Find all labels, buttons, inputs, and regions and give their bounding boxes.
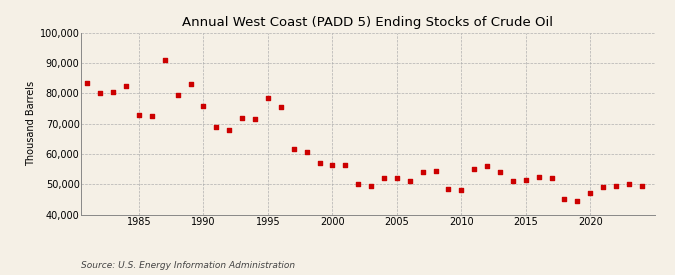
Point <box>146 114 157 118</box>
Point <box>533 175 544 179</box>
Point <box>404 179 415 183</box>
Point <box>443 187 454 191</box>
Point <box>469 167 480 171</box>
Point <box>185 82 196 87</box>
Point <box>134 112 144 117</box>
Point <box>263 96 273 100</box>
Text: Source: U.S. Energy Information Administration: Source: U.S. Energy Information Administ… <box>81 260 295 270</box>
Point <box>198 103 209 108</box>
Point <box>482 164 493 168</box>
Point <box>82 81 93 85</box>
Point <box>237 116 248 120</box>
Point <box>456 188 466 192</box>
Point <box>637 184 647 188</box>
Point <box>340 162 351 167</box>
Point <box>546 176 557 180</box>
Point <box>211 125 222 129</box>
Point <box>611 184 622 188</box>
Point <box>572 199 583 203</box>
Point <box>392 176 402 180</box>
Point <box>121 84 132 88</box>
Point <box>495 170 506 174</box>
Point <box>172 93 183 97</box>
Y-axis label: Thousand Barrels: Thousand Barrels <box>26 81 36 166</box>
Point <box>379 176 389 180</box>
Point <box>159 58 170 62</box>
Point <box>353 182 364 186</box>
Point <box>224 128 235 132</box>
Point <box>598 185 609 189</box>
Point <box>275 105 286 109</box>
Point <box>301 150 312 155</box>
Point <box>250 117 261 122</box>
Point <box>430 168 441 173</box>
Point <box>559 197 570 202</box>
Point <box>624 182 634 186</box>
Point <box>520 178 531 182</box>
Point <box>366 184 377 188</box>
Point <box>288 147 299 152</box>
Point <box>417 170 428 174</box>
Point <box>508 179 518 183</box>
Point <box>314 161 325 165</box>
Title: Annual West Coast (PADD 5) Ending Stocks of Crude Oil: Annual West Coast (PADD 5) Ending Stocks… <box>182 16 554 29</box>
Point <box>108 90 119 94</box>
Point <box>327 162 338 167</box>
Point <box>95 91 106 96</box>
Point <box>585 191 595 196</box>
